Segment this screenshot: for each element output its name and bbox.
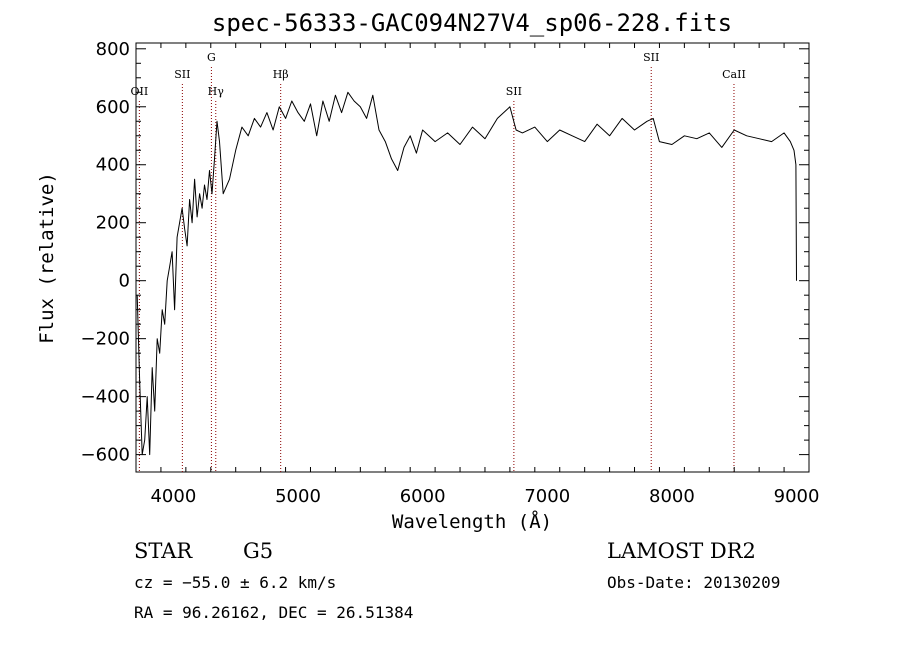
chart-title: spec-56333-GAC094N27V4_sp06-228.fits — [212, 9, 732, 37]
y-tick-label: 200 — [96, 213, 130, 234]
spectral-line-label: Hβ — [273, 68, 289, 81]
spectral-line-label: SII — [174, 68, 190, 81]
y-tick-label: 400 — [96, 155, 130, 176]
redshift-readout: cz = −55.0 ± 6.2 km/s — [134, 573, 337, 592]
y-tick-label: 600 — [96, 97, 130, 118]
coordinates-readout: RA = 96.26162, DEC = 26.51384 — [134, 603, 414, 622]
spectral-line-markers: OII SII Hγ G Hβ SII SII CaII — [131, 51, 746, 472]
x-tick-label: 5000 — [275, 486, 321, 507]
y-tick-label: 800 — [96, 39, 130, 60]
survey-name: LAMOST DR2 — [607, 539, 756, 563]
spectral-line-label: CaII — [722, 68, 746, 81]
y-axis: −600 −400 −200 0 200 400 600 800 — [81, 39, 809, 466]
spectral-line-label: OII — [131, 85, 149, 98]
spectrum-line — [136, 91, 797, 456]
x-tick-label: 4000 — [150, 486, 196, 507]
observation-date: Obs-Date: 20130209 — [607, 573, 781, 592]
x-axis: 4000 5000 6000 7000 8000 9000 — [135, 43, 820, 507]
spectral-line-label: SII — [643, 51, 659, 64]
spectral-line-label: G — [207, 51, 216, 64]
plot-frame — [135, 42, 810, 473]
object-subclass: G5 — [243, 539, 274, 563]
object-class: STAR — [134, 539, 193, 563]
spectral-line-label: SII — [506, 85, 522, 98]
y-tick-label: −200 — [81, 329, 130, 350]
spectral-line-label: Hγ — [208, 85, 225, 98]
y-tick-label: −600 — [81, 445, 130, 466]
y-tick-label: −400 — [81, 387, 130, 408]
y-tick-label: 0 — [119, 271, 130, 292]
x-tick-label: 6000 — [400, 486, 446, 507]
y-axis-label: Flux (relative) — [36, 172, 58, 344]
x-tick-label: 7000 — [524, 486, 570, 507]
x-tick-label: 9000 — [774, 486, 820, 507]
x-axis-label: Wavelength (Å) — [392, 510, 552, 533]
spectrum-series — [136, 91, 797, 456]
x-tick-label: 8000 — [649, 486, 695, 507]
